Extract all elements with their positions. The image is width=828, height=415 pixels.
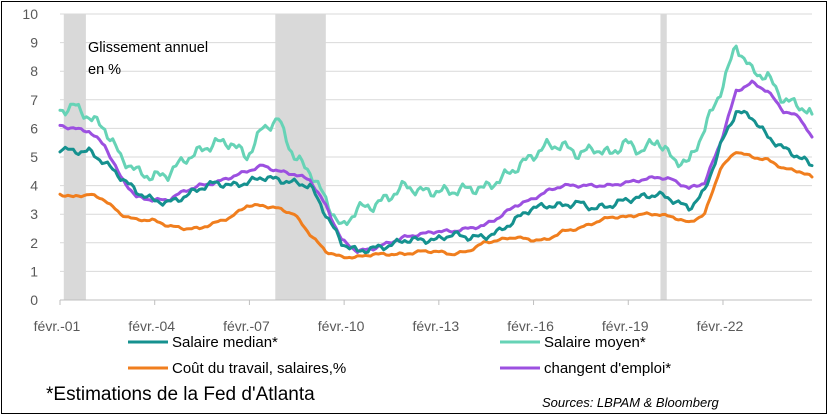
gridlines	[60, 13, 812, 301]
annotation-line-2: en %	[88, 62, 121, 78]
y-tick-label: 5	[30, 149, 38, 165]
series-line-cout-travail	[58, 151, 814, 260]
series-lines	[58, 44, 814, 260]
legend-label-salaire-median: Salaire median*	[172, 334, 278, 351]
annotation-line-1: Glissement annuel	[88, 40, 208, 56]
y-tick-label: 0	[30, 292, 38, 308]
source-note: Sources: LBPAM & Bloomberg	[542, 395, 720, 410]
y-tick-label: 4	[30, 178, 38, 194]
legend-label-changent-emploi: changent d'emploi*	[544, 360, 671, 377]
x-tick-label: févr.-07	[223, 318, 270, 334]
series-line-salaire-moyen	[58, 44, 814, 226]
legend-label-cout-travail: Coût du travail, salaires,%	[172, 360, 346, 377]
x-tick-label: févr.-16	[507, 318, 554, 334]
x-tick-label: févr.-22	[697, 318, 744, 334]
x-tick-label: févr.-01	[34, 318, 81, 334]
y-tick-label: 7	[30, 92, 38, 108]
y-tick-label: 6	[30, 120, 38, 136]
y-axis-ticks: 0 1 2 3 4 5 6 7 8 9 10	[22, 6, 38, 308]
y-tick-label: 3	[30, 206, 38, 222]
x-tick-label: févr.-04	[128, 318, 175, 334]
y-tick-label: 10	[22, 6, 38, 22]
series-line-salaire-median	[58, 109, 814, 255]
y-tick-label: 1	[30, 263, 38, 279]
legend-label-salaire-moyen: Salaire moyen*	[544, 334, 646, 351]
y-tick-label: 9	[30, 35, 38, 51]
x-tick-label: févr.-10	[318, 318, 365, 334]
footnote: *Estimations de la Fed d'Atlanta	[46, 384, 315, 405]
x-tick-label: févr.-19	[602, 318, 649, 334]
y-tick-label: 2	[30, 235, 38, 251]
series-line-changent-emploi	[58, 79, 814, 254]
y-tick-label: 8	[30, 63, 38, 79]
x-tick-label: févr.-13	[412, 318, 459, 334]
legend: Salaire median* Salaire moyen* Coût du tra…	[128, 334, 671, 377]
x-axis-ticks: févr.-01 févr.-04 févr.-07 févr.-10 févr.-13…	[34, 300, 744, 334]
